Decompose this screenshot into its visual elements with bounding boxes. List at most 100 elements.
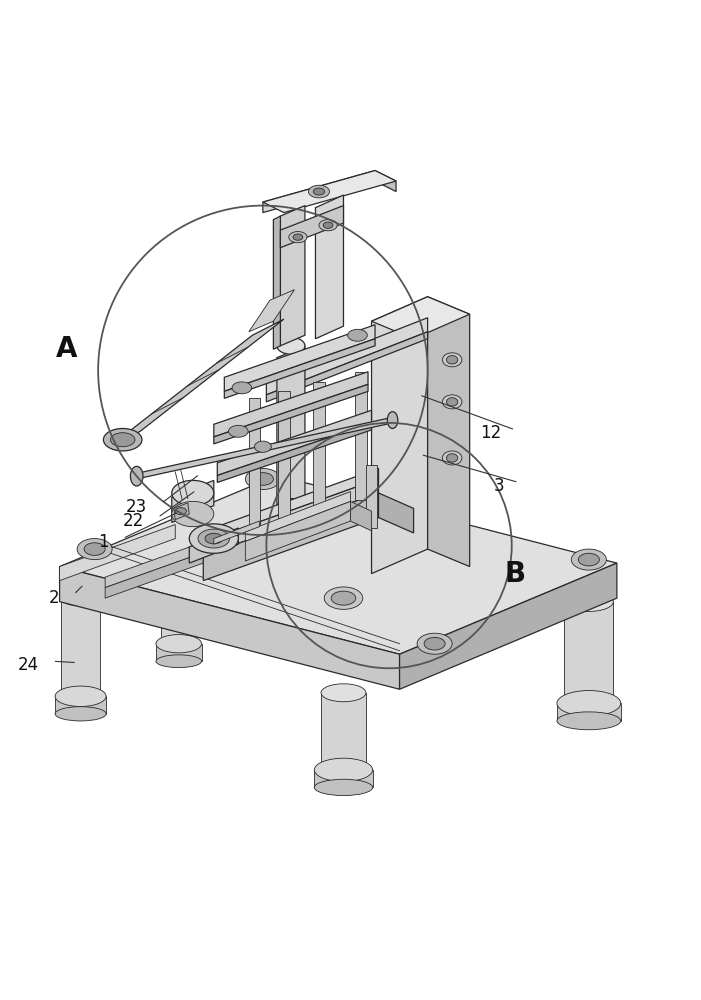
Text: 12: 12	[480, 424, 501, 442]
Ellipse shape	[313, 188, 325, 195]
Ellipse shape	[156, 655, 202, 668]
Ellipse shape	[55, 686, 106, 706]
Polygon shape	[557, 703, 621, 721]
Polygon shape	[60, 475, 617, 654]
Ellipse shape	[564, 592, 613, 611]
Ellipse shape	[229, 425, 248, 437]
Ellipse shape	[447, 398, 458, 406]
Polygon shape	[172, 480, 214, 522]
Polygon shape	[263, 171, 375, 213]
Polygon shape	[266, 318, 428, 395]
Polygon shape	[372, 297, 428, 574]
Polygon shape	[375, 171, 396, 192]
Polygon shape	[280, 206, 343, 248]
Ellipse shape	[232, 382, 252, 394]
Ellipse shape	[189, 524, 238, 553]
Text: 23: 23	[126, 498, 147, 516]
Polygon shape	[428, 297, 470, 567]
Ellipse shape	[293, 234, 303, 240]
Ellipse shape	[245, 468, 280, 489]
Ellipse shape	[205, 533, 223, 544]
Ellipse shape	[417, 633, 452, 654]
Ellipse shape	[325, 587, 363, 609]
Polygon shape	[266, 332, 428, 402]
Ellipse shape	[442, 395, 462, 409]
Polygon shape	[249, 290, 294, 332]
Text: 24: 24	[18, 656, 39, 674]
Ellipse shape	[172, 501, 214, 527]
Text: 2: 2	[49, 589, 60, 607]
Text: B: B	[505, 560, 526, 588]
Ellipse shape	[447, 356, 458, 364]
Polygon shape	[224, 325, 375, 391]
Polygon shape	[203, 468, 379, 542]
Ellipse shape	[314, 779, 373, 796]
Polygon shape	[217, 410, 372, 475]
Polygon shape	[372, 297, 470, 339]
Polygon shape	[315, 195, 343, 339]
Ellipse shape	[103, 428, 142, 451]
Polygon shape	[314, 770, 373, 787]
Ellipse shape	[111, 433, 135, 447]
Ellipse shape	[254, 441, 271, 452]
Polygon shape	[280, 206, 305, 346]
Polygon shape	[321, 693, 366, 770]
Ellipse shape	[289, 232, 307, 243]
Polygon shape	[263, 171, 396, 213]
Polygon shape	[189, 528, 238, 563]
Polygon shape	[217, 423, 372, 482]
Ellipse shape	[319, 220, 337, 231]
Ellipse shape	[130, 466, 143, 486]
Ellipse shape	[578, 553, 599, 566]
Ellipse shape	[252, 473, 273, 485]
Polygon shape	[60, 525, 175, 581]
Ellipse shape	[77, 539, 112, 560]
Polygon shape	[313, 382, 325, 514]
Ellipse shape	[442, 451, 462, 465]
Polygon shape	[203, 479, 379, 556]
Polygon shape	[379, 493, 414, 533]
Ellipse shape	[172, 480, 214, 506]
Ellipse shape	[198, 529, 230, 548]
Text: 3: 3	[494, 477, 505, 495]
Polygon shape	[350, 501, 372, 531]
Polygon shape	[224, 339, 375, 398]
Polygon shape	[366, 465, 377, 528]
Ellipse shape	[442, 353, 462, 367]
Ellipse shape	[348, 329, 367, 341]
Ellipse shape	[156, 635, 202, 653]
Polygon shape	[203, 493, 379, 581]
Polygon shape	[245, 492, 350, 541]
Text: 1: 1	[98, 533, 109, 551]
Polygon shape	[105, 542, 203, 588]
Ellipse shape	[277, 499, 305, 515]
Ellipse shape	[571, 549, 606, 570]
Polygon shape	[105, 553, 203, 598]
Polygon shape	[156, 644, 202, 661]
Polygon shape	[355, 372, 367, 500]
Polygon shape	[564, 602, 613, 703]
Ellipse shape	[61, 590, 100, 606]
Ellipse shape	[161, 570, 196, 584]
Polygon shape	[109, 319, 284, 447]
Ellipse shape	[447, 454, 458, 462]
Ellipse shape	[321, 684, 366, 702]
Ellipse shape	[557, 712, 621, 730]
Ellipse shape	[277, 337, 305, 354]
Ellipse shape	[332, 591, 355, 605]
Ellipse shape	[175, 508, 186, 515]
Ellipse shape	[84, 543, 105, 555]
Ellipse shape	[323, 222, 333, 228]
Ellipse shape	[424, 637, 445, 650]
Ellipse shape	[557, 691, 621, 716]
Ellipse shape	[388, 412, 398, 428]
Polygon shape	[137, 417, 393, 479]
Polygon shape	[55, 696, 106, 714]
Polygon shape	[278, 391, 290, 525]
Polygon shape	[214, 384, 368, 444]
Ellipse shape	[55, 707, 106, 721]
Polygon shape	[249, 398, 260, 532]
Ellipse shape	[314, 758, 373, 782]
Text: 22: 22	[123, 512, 144, 530]
Polygon shape	[161, 577, 196, 644]
